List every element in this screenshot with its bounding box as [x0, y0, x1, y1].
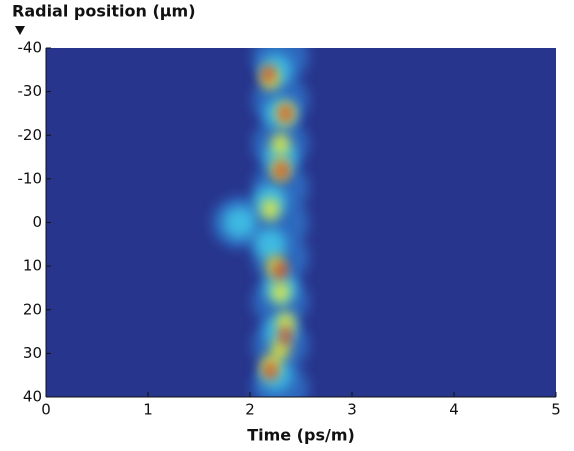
y-tick-label: -20: [18, 126, 43, 144]
x-tick-label: 0: [41, 401, 51, 419]
heat-spot: [264, 141, 297, 174]
heat-spot: [279, 326, 292, 345]
heat-spot: [275, 161, 288, 180]
y-tick-label: -40: [18, 39, 43, 57]
heat-spot: [254, 228, 287, 261]
heat-spot: [264, 361, 277, 380]
heat-layer: [262, 65, 292, 380]
y-tick-label: -10: [18, 169, 43, 187]
heat-spot: [271, 281, 290, 304]
heat-spot: [274, 261, 287, 280]
y-tick-label: 10: [23, 257, 42, 275]
axis-marker: [15, 26, 25, 35]
y-tick-label: 0: [32, 213, 42, 231]
heat-spot: [279, 104, 292, 123]
x-tick-label: 1: [143, 401, 153, 419]
x-tick-label: 2: [245, 401, 255, 419]
x-tick-label: 3: [347, 401, 357, 419]
heat-spot: [223, 206, 256, 239]
heat-spot: [276, 311, 295, 334]
x-tick-label: 4: [449, 401, 459, 419]
y-tick-label: 30: [23, 344, 42, 362]
x-tick-label: 5: [551, 401, 561, 419]
y-tick-label: 40: [23, 388, 42, 406]
y-tick-label: -30: [18, 82, 43, 100]
heat-spot: [261, 198, 280, 221]
heat-spot: [262, 65, 275, 84]
plot-area: [46, 48, 556, 397]
heat-spot: [271, 132, 290, 155]
x-axis-label: Time (ps/m): [247, 426, 355, 445]
chart-title: Radial position (µm): [12, 2, 196, 21]
y-tick-label: 20: [23, 300, 42, 318]
